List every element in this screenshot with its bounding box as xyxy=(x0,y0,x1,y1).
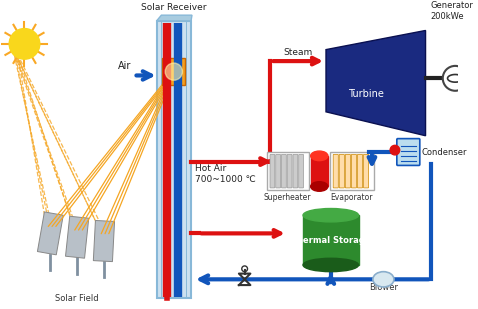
FancyBboxPatch shape xyxy=(330,152,374,190)
Text: Generator
200kWe: Generator 200kWe xyxy=(430,2,473,21)
Text: Thermal Storage: Thermal Storage xyxy=(291,235,370,245)
Text: Evaporator: Evaporator xyxy=(331,193,373,202)
FancyBboxPatch shape xyxy=(163,58,185,85)
Text: Air: Air xyxy=(119,61,132,71)
Text: Superheater: Superheater xyxy=(264,193,312,202)
Circle shape xyxy=(443,66,467,91)
Polygon shape xyxy=(326,31,425,136)
Polygon shape xyxy=(93,220,115,262)
FancyBboxPatch shape xyxy=(339,154,344,188)
FancyBboxPatch shape xyxy=(276,154,281,188)
Circle shape xyxy=(9,28,40,59)
FancyBboxPatch shape xyxy=(287,154,292,188)
FancyBboxPatch shape xyxy=(358,154,362,188)
Ellipse shape xyxy=(303,209,358,222)
Text: Blower: Blower xyxy=(369,283,398,292)
Ellipse shape xyxy=(373,272,394,287)
FancyBboxPatch shape xyxy=(345,154,350,188)
FancyBboxPatch shape xyxy=(363,154,369,188)
Circle shape xyxy=(165,63,183,80)
FancyBboxPatch shape xyxy=(293,154,298,188)
Ellipse shape xyxy=(311,182,328,191)
FancyBboxPatch shape xyxy=(299,154,304,188)
FancyBboxPatch shape xyxy=(270,154,275,188)
Polygon shape xyxy=(157,15,192,21)
FancyBboxPatch shape xyxy=(282,154,286,188)
Circle shape xyxy=(390,145,400,155)
Text: Hot Air
700~1000 ℃: Hot Air 700~1000 ℃ xyxy=(195,164,256,184)
Ellipse shape xyxy=(303,258,358,272)
Polygon shape xyxy=(37,212,63,255)
FancyBboxPatch shape xyxy=(267,152,309,190)
Text: Solar Field: Solar Field xyxy=(55,294,99,303)
FancyBboxPatch shape xyxy=(333,154,338,188)
Polygon shape xyxy=(65,216,89,258)
Text: Steam: Steam xyxy=(283,48,313,57)
FancyBboxPatch shape xyxy=(397,139,420,165)
Bar xyxy=(311,156,328,187)
Bar xyxy=(303,215,358,265)
FancyBboxPatch shape xyxy=(351,154,357,188)
FancyBboxPatch shape xyxy=(157,21,191,298)
Text: Condenser: Condenser xyxy=(422,147,467,157)
Text: Solar Receiver: Solar Receiver xyxy=(141,3,206,12)
Text: Turbine: Turbine xyxy=(348,89,384,99)
Ellipse shape xyxy=(311,151,328,161)
